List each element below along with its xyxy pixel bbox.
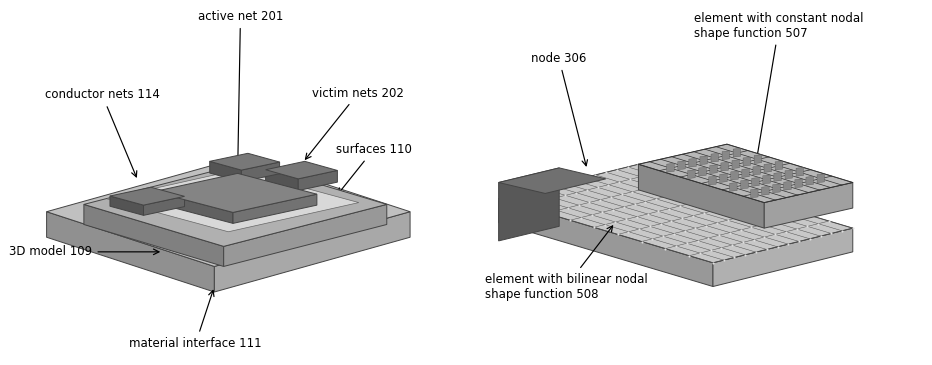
Polygon shape (764, 164, 772, 172)
Polygon shape (241, 162, 280, 182)
Polygon shape (47, 212, 214, 292)
Polygon shape (154, 192, 233, 223)
Polygon shape (110, 187, 185, 205)
Text: material interface 111: material interface 111 (130, 291, 262, 350)
Polygon shape (742, 169, 749, 177)
Text: element with bilinear nodal
shape function 508: element with bilinear nodal shape functi… (485, 226, 648, 300)
Polygon shape (785, 170, 792, 179)
Polygon shape (84, 204, 224, 266)
Polygon shape (774, 173, 781, 181)
Polygon shape (708, 176, 716, 185)
Polygon shape (741, 180, 748, 189)
Polygon shape (732, 160, 739, 169)
Polygon shape (754, 155, 761, 164)
Text: 3D model 109: 3D model 109 (9, 245, 159, 258)
Polygon shape (762, 175, 770, 184)
Polygon shape (731, 171, 738, 180)
Polygon shape (233, 194, 317, 223)
Polygon shape (84, 162, 387, 246)
Polygon shape (700, 156, 707, 165)
Polygon shape (753, 166, 761, 175)
Polygon shape (775, 161, 783, 170)
Polygon shape (214, 212, 410, 292)
Polygon shape (638, 164, 764, 228)
Polygon shape (713, 228, 853, 287)
Polygon shape (730, 182, 737, 191)
Text: node 306: node 306 (531, 52, 587, 166)
Polygon shape (107, 170, 359, 232)
Polygon shape (298, 170, 337, 191)
Polygon shape (721, 162, 729, 171)
Polygon shape (110, 196, 144, 215)
Polygon shape (711, 153, 719, 162)
Polygon shape (688, 170, 695, 178)
Polygon shape (499, 199, 713, 287)
Polygon shape (699, 167, 706, 176)
Text: active net 201: active net 201 (198, 10, 283, 168)
Polygon shape (499, 164, 853, 263)
Polygon shape (764, 182, 853, 228)
Polygon shape (266, 161, 337, 179)
Polygon shape (733, 148, 741, 157)
Polygon shape (796, 168, 803, 176)
Polygon shape (784, 181, 791, 190)
Polygon shape (761, 187, 769, 195)
Polygon shape (224, 204, 387, 266)
Polygon shape (499, 168, 559, 241)
Polygon shape (210, 153, 280, 170)
Polygon shape (817, 174, 825, 182)
Polygon shape (743, 157, 750, 166)
Text: victim nets 202: victim nets 202 (306, 87, 404, 159)
Polygon shape (750, 189, 758, 198)
Polygon shape (795, 179, 802, 188)
Polygon shape (689, 158, 696, 167)
Polygon shape (720, 174, 727, 182)
Polygon shape (499, 168, 606, 193)
Polygon shape (773, 184, 780, 193)
Polygon shape (210, 161, 241, 182)
Text: surfaces 110: surfaces 110 (336, 143, 411, 194)
Text: conductor nets 114: conductor nets 114 (45, 88, 159, 177)
Polygon shape (710, 165, 718, 173)
Polygon shape (154, 173, 317, 212)
Polygon shape (266, 170, 298, 191)
Polygon shape (806, 176, 814, 185)
Polygon shape (47, 157, 410, 266)
Polygon shape (722, 151, 730, 160)
Polygon shape (144, 196, 185, 215)
Text: element with constant nodal
shape function 507: element with constant nodal shape functi… (694, 12, 864, 177)
Polygon shape (678, 161, 685, 170)
Polygon shape (666, 164, 674, 172)
Polygon shape (752, 177, 760, 186)
Polygon shape (638, 144, 853, 203)
